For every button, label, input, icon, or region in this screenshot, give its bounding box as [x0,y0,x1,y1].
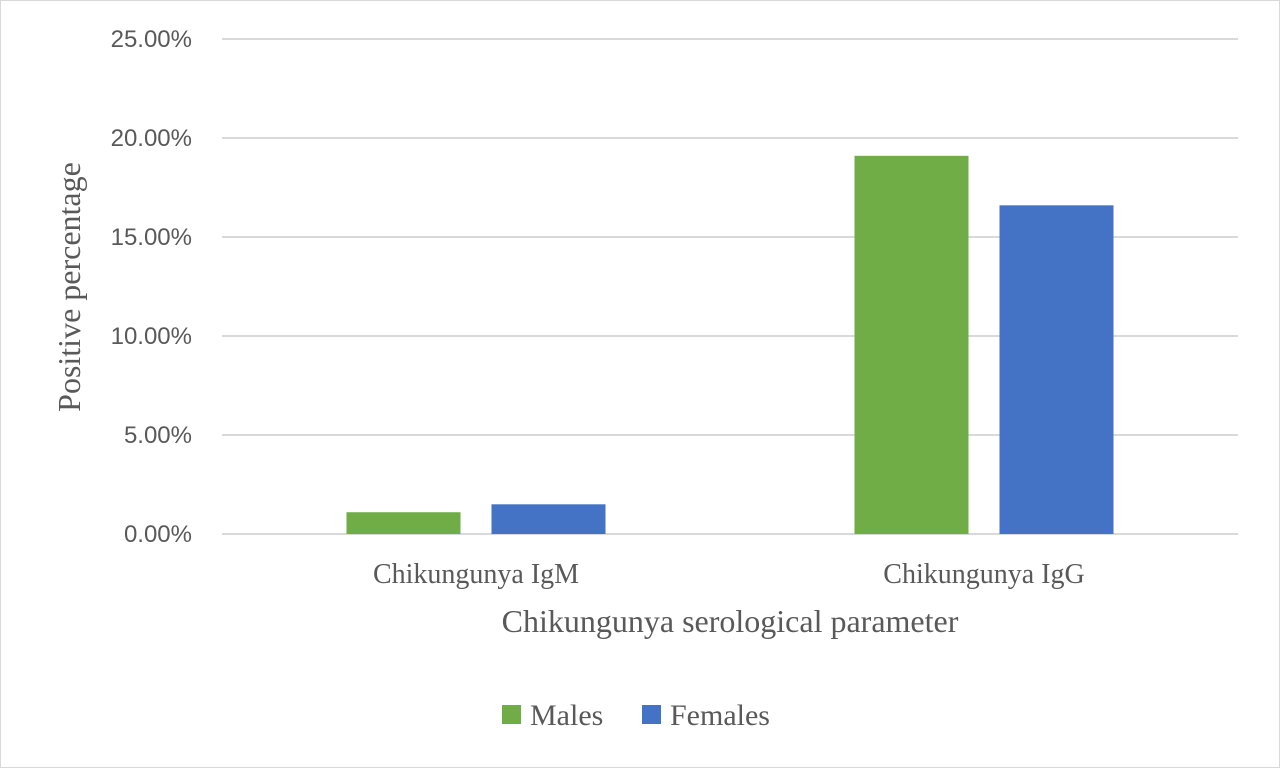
x-category-labels: Chikungunya IgM Chikungunya IgG [373,559,1085,590]
bar-females-igg [999,205,1114,534]
y-tick-label: 25.00% [111,26,192,53]
bar-males-igm [346,512,461,534]
y-tick-label: 10.00% [111,323,192,350]
x-axis-title: Chikungunya serological parameter [502,603,959,639]
y-axis-title: Positive percentage [51,162,87,412]
bars [346,155,1114,534]
legend-label-females: Females [670,699,770,732]
x-category-label: Chikungunya IgG [883,559,1084,590]
bar-females-igm [491,504,606,534]
legend: Males Females [502,699,770,732]
legend-label-males: Males [530,699,603,732]
y-tick-labels: 0.00% 5.00% 10.00% 15.00% 20.00% 25.00% [111,26,192,548]
y-tick-label: 5.00% [124,422,192,449]
legend-swatch-males [502,705,521,724]
y-tick-label: 20.00% [111,125,192,152]
bar-males-igg [854,155,969,534]
y-tick-label: 15.00% [111,224,192,251]
x-category-label: Chikungunya IgM [373,559,579,590]
y-tick-label: 0.00% [124,521,192,548]
legend-swatch-females [642,705,661,724]
